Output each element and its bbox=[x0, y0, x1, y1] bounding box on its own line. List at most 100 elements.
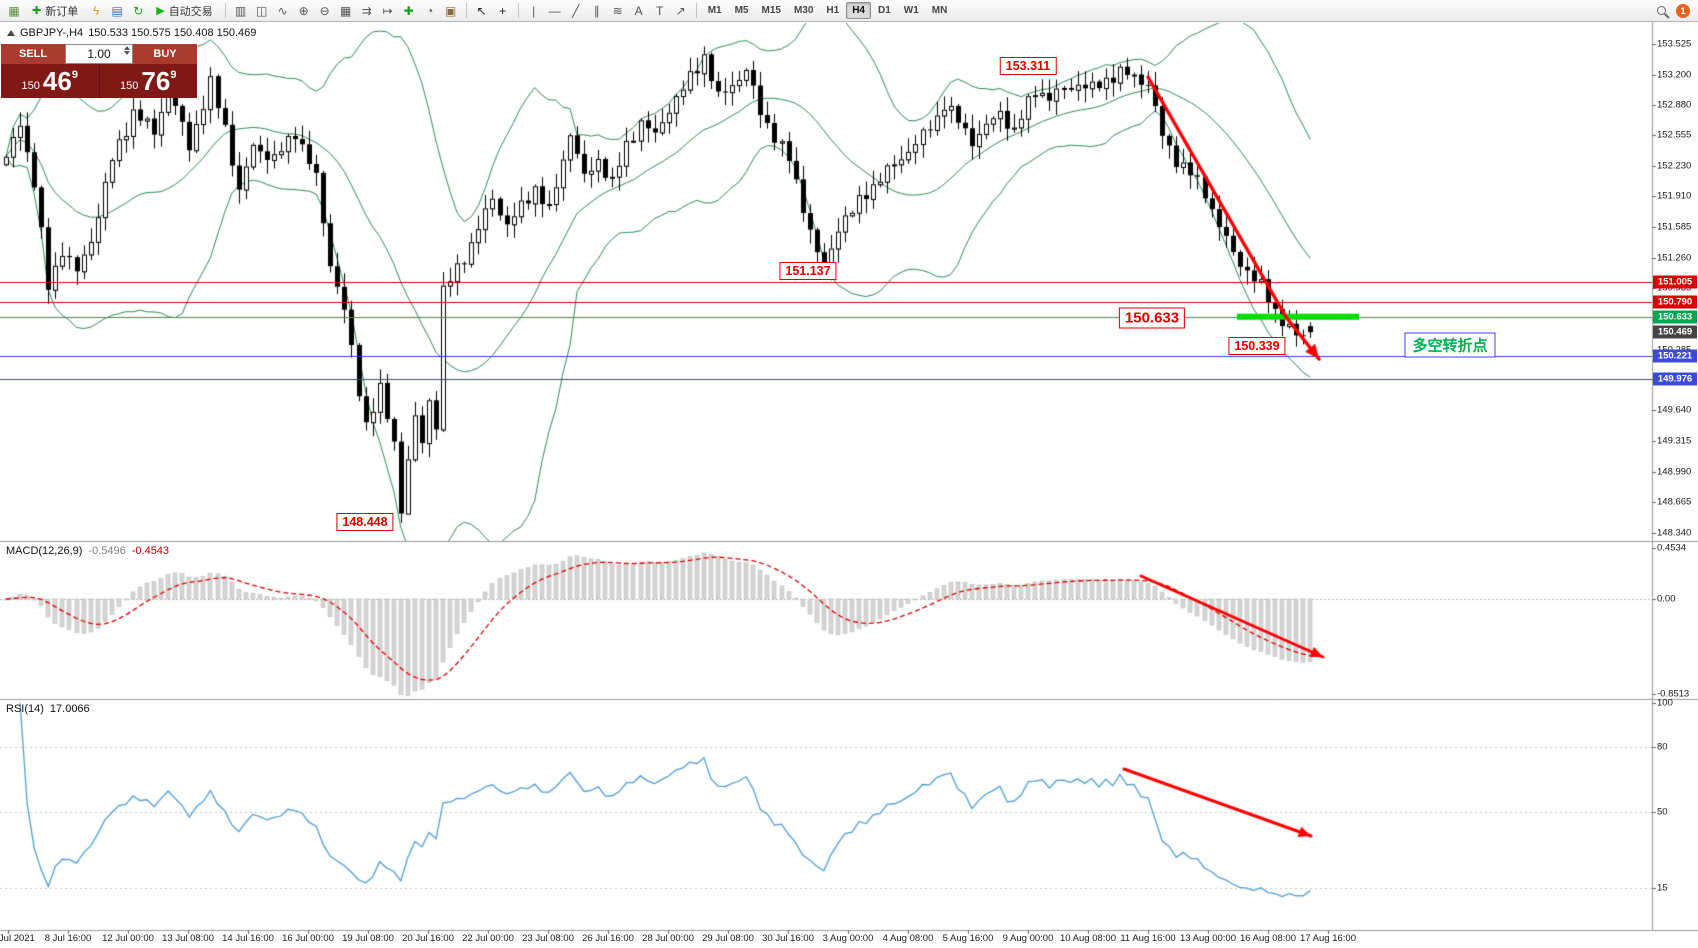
price-tag: 150.633 bbox=[1653, 310, 1697, 324]
volume-input[interactable]: 1.00 bbox=[65, 44, 133, 64]
timeframe-m1-button[interactable]: M1 bbox=[707, 5, 722, 16]
chart-shift-icon[interactable]: ↦ bbox=[382, 3, 393, 18]
time-axis-label[interactable]: 12 Jul 00:00 bbox=[102, 933, 154, 944]
timeframe-m30-button[interactable]: M30 bbox=[793, 5, 814, 16]
channel-icon[interactable]: ∥ bbox=[593, 3, 600, 18]
price-tag: 151.005 bbox=[1653, 275, 1697, 289]
toolbar: ▦ ✚ 新订单 ϟ ▤ ↻ ▶ 自动交易 ▥ ◫ ∿ ⊕ ⊖ ▦ ⇉ ↦ ✚ ◔ ▣ ↖ + | — ╱ ∥ ≋ A T ↗ M1 M5 M1… bbox=[0, 0, 1698, 22]
time-axis-label[interactable]: 13 Aug 00:00 bbox=[1180, 933, 1236, 944]
candlestick-chart-icon[interactable]: ◫ bbox=[256, 3, 268, 18]
rsi-label: RSI(14) 17.0066 bbox=[6, 703, 90, 715]
periods-icon[interactable]: ◔ bbox=[426, 3, 434, 18]
toolbar-separator bbox=[695, 3, 697, 18]
bar-chart-icon[interactable]: ▥ bbox=[235, 3, 247, 18]
y-axis-label: 148.990 bbox=[1657, 466, 1692, 478]
price-annotation[interactable]: 148.448 bbox=[336, 513, 394, 531]
fibonacci-icon[interactable]: ≋ bbox=[612, 3, 623, 18]
y-axis-label: 152.555 bbox=[1657, 129, 1692, 141]
timeframe-m5-button[interactable]: M5 bbox=[734, 5, 749, 16]
time-axis-label[interactable]: 8 Jul 16:00 bbox=[44, 933, 92, 944]
zoom-in-icon[interactable]: ⊕ bbox=[298, 3, 309, 18]
time-axis-label[interactable]: 5 Jul 2021 bbox=[0, 933, 35, 944]
time-axis-label[interactable]: 19 Jul 08:00 bbox=[342, 933, 394, 944]
timeframe-d1-button[interactable]: D1 bbox=[878, 5, 891, 16]
spinner-down-icon[interactable] bbox=[124, 51, 130, 55]
line-chart-icon[interactable]: ∿ bbox=[277, 3, 288, 18]
vertical-line-icon[interactable]: | bbox=[532, 3, 536, 18]
volume-spinner[interactable] bbox=[124, 46, 130, 55]
time-axis-label[interactable]: 23 Jul 08:00 bbox=[522, 933, 574, 944]
horizontal-line-icon[interactable]: — bbox=[548, 3, 561, 18]
tile-windows-icon[interactable]: ▦ bbox=[340, 3, 352, 18]
zoom-out-icon[interactable]: ⊖ bbox=[319, 3, 330, 18]
time-axis-label[interactable]: 14 Jul 16:00 bbox=[222, 933, 274, 944]
autotrading-button[interactable]: ▶ 自动交易 bbox=[149, 2, 219, 20]
time-axis-label[interactable]: 22 Jul 00:00 bbox=[462, 933, 514, 944]
refresh-icon[interactable]: ↻ bbox=[133, 3, 144, 18]
price-annotation[interactable]: 151.137 bbox=[779, 262, 837, 280]
buy-button[interactable]: BUY bbox=[133, 44, 197, 64]
search-icon bbox=[1656, 6, 1666, 15]
y-axis-label: 148.665 bbox=[1657, 496, 1692, 508]
timeframe-h1-button[interactable]: H1 bbox=[826, 5, 840, 16]
time-axis-label[interactable]: 11 Aug 16:00 bbox=[1120, 933, 1176, 944]
price-annotation[interactable]: 150.633 bbox=[1118, 307, 1186, 329]
templates-icon[interactable]: ▣ bbox=[445, 3, 457, 18]
chart-window-icon[interactable]: ▦ bbox=[8, 3, 20, 18]
sell-price[interactable]: 150 46 9 bbox=[1, 64, 99, 98]
time-axis-label[interactable]: 30 Jul 16:00 bbox=[762, 933, 814, 944]
pivot-note[interactable]: 多空转折点 bbox=[1404, 332, 1496, 358]
one-click-trading-panel: SELL 1.00 BUY 150 46 9 150 76 9 bbox=[1, 44, 197, 98]
time-axis-label[interactable]: 16 Aug 08:00 bbox=[1240, 933, 1296, 944]
timeframe-h4-button[interactable]: H4 bbox=[846, 2, 871, 19]
new-order-button[interactable]: ✚ 新订单 bbox=[25, 2, 85, 20]
price-annotation[interactable]: 153.311 bbox=[999, 57, 1057, 75]
macd-axis-label: 0.00 bbox=[1657, 593, 1676, 605]
new-order-button-label: 新订单 bbox=[45, 5, 79, 18]
time-axis-label[interactable]: 20 Jul 16:00 bbox=[402, 933, 454, 944]
price-tag: 150.221 bbox=[1653, 349, 1697, 363]
timeframe-w1-button[interactable]: W1 bbox=[903, 5, 919, 16]
time-axis-label[interactable]: 16 Jul 00:00 bbox=[282, 933, 334, 944]
time-axis-label[interactable]: 4 Aug 08:00 bbox=[882, 933, 934, 944]
notification-badge[interactable]: 1 bbox=[1676, 3, 1690, 18]
time-axis-label[interactable]: 3 Aug 00:00 bbox=[822, 933, 874, 944]
macd-value-signal: -0.4543 bbox=[131, 545, 170, 557]
crosshair-icon[interactable]: + bbox=[499, 3, 507, 18]
symbol-dropdown-icon[interactable] bbox=[7, 30, 15, 36]
time-axis-label[interactable]: 28 Jul 00:00 bbox=[642, 933, 694, 944]
label-tool-icon[interactable]: T bbox=[656, 3, 664, 18]
time-axis-label[interactable]: 13 Jul 08:00 bbox=[162, 933, 214, 944]
time-axis-label[interactable]: 26 Jul 16:00 bbox=[582, 933, 634, 944]
buy-price[interactable]: 150 76 9 bbox=[99, 64, 197, 98]
y-axis-label: 152.230 bbox=[1657, 160, 1692, 172]
y-axis-label: 150.935 bbox=[1657, 282, 1692, 294]
arrows-tool-icon[interactable]: ↗ bbox=[675, 3, 686, 18]
time-axis-label[interactable]: 29 Jul 08:00 bbox=[702, 933, 754, 944]
market-depth-icon[interactable]: ▤ bbox=[111, 3, 123, 18]
sell-button[interactable]: SELL bbox=[1, 44, 65, 64]
price-annotation[interactable]: 150.339 bbox=[1228, 337, 1286, 355]
y-axis-label: 153.200 bbox=[1657, 69, 1692, 81]
y-axis-label: 152.880 bbox=[1657, 99, 1692, 111]
auto-scroll-icon[interactable]: ⇉ bbox=[361, 3, 372, 18]
time-axis-label[interactable]: 10 Aug 08:00 bbox=[1060, 933, 1116, 944]
time-axis-label[interactable]: 17 Aug 16:00 bbox=[1300, 933, 1356, 944]
trendline-icon[interactable]: ╱ bbox=[572, 3, 580, 18]
indicators-icon[interactable]: ✚ bbox=[403, 3, 414, 18]
quick-trade-icon[interactable]: ϟ bbox=[93, 3, 100, 18]
time-axis-label[interactable]: 9 Aug 00:00 bbox=[1002, 933, 1054, 944]
buy-price-prefix: 150 bbox=[120, 80, 139, 92]
timeframe-m15-button[interactable]: M15 bbox=[761, 5, 781, 16]
text-tool-icon[interactable]: A bbox=[634, 3, 643, 18]
cursor-icon[interactable]: ↖ bbox=[476, 3, 487, 18]
buy-price-big: 76 bbox=[141, 66, 171, 96]
search-button[interactable] bbox=[1651, 2, 1671, 20]
sell-price-prefix: 150 bbox=[21, 80, 40, 92]
spinner-up-icon[interactable] bbox=[124, 46, 130, 50]
rsi-axis-label: 50 bbox=[1657, 806, 1668, 818]
timeframe-mn-button[interactable]: MN bbox=[931, 5, 948, 16]
time-axis-label[interactable]: 5 Aug 16:00 bbox=[942, 933, 994, 944]
macd-name: MACD(12,26,9) bbox=[6, 545, 83, 557]
